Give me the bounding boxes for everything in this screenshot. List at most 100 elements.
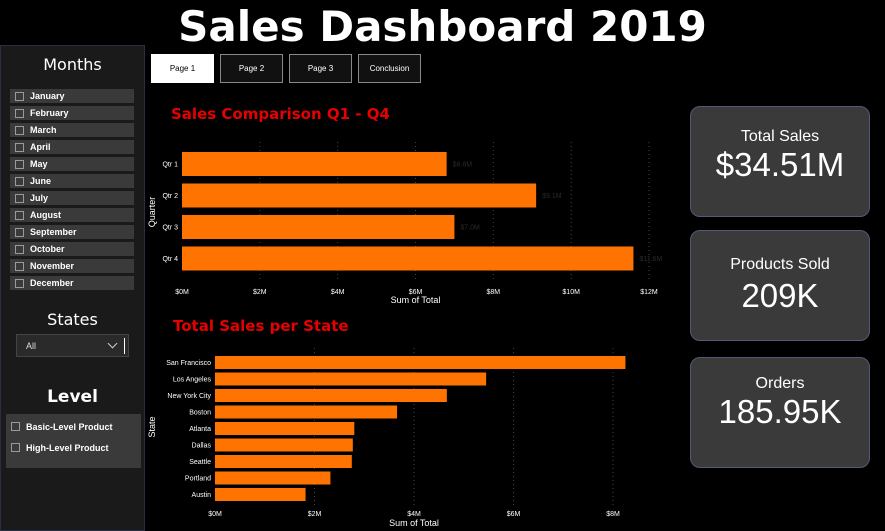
month-label: October [30, 244, 65, 254]
bar-san-francisco [215, 356, 626, 369]
month-label: April [30, 142, 51, 152]
x-tick-label: $0M [175, 289, 189, 296]
x-tick-label: $6M [409, 289, 423, 296]
month-option-february[interactable]: February [10, 106, 134, 120]
bar-qtr-3 [182, 215, 455, 239]
x-tick-label: $12M [640, 289, 658, 296]
y-tick-label: Dallas [192, 443, 212, 450]
x-tick-label: $6M [507, 511, 521, 518]
level-option-high[interactable]: High-Level Product [6, 439, 141, 456]
bar-los-angeles [215, 372, 487, 386]
kpi-products-sold-label: Products Sold [730, 256, 830, 273]
data-label: $6.8M [453, 162, 473, 169]
bar-new-york-city [215, 389, 447, 402]
x-tick-label: $8M [606, 511, 620, 518]
kpi-orders: Orders 185.95K [690, 357, 870, 468]
quarter-sales-chart: $0M $2M $4M $6M $8M $10M $12M Qtr 1 $6.8M Qtr 2 $9… [147, 142, 662, 305]
checkbox-icon[interactable] [15, 91, 24, 101]
quarter-chart-title: Sales Comparison Q1 - Q4 [171, 105, 390, 123]
tab-page-3[interactable]: Page 3 [289, 54, 352, 83]
text-cursor-icon [124, 337, 125, 354]
x-axis-title: Sum of Total [389, 518, 439, 528]
month-option-may[interactable]: May [10, 157, 134, 171]
month-label: March [30, 125, 57, 135]
level-label: Basic-Level Product [26, 421, 113, 432]
checkbox-icon[interactable] [11, 422, 20, 431]
month-option-june[interactable]: June [10, 174, 134, 188]
bar-qtr-4 [182, 246, 634, 271]
month-label: December [30, 278, 74, 288]
dashboard-title: Sales Dashboard 2019 [178, 2, 707, 51]
states-dropdown-value: All [26, 340, 37, 351]
checkbox-icon[interactable] [15, 278, 24, 288]
y-tick-label: Los Angeles [173, 377, 212, 384]
month-label: August [30, 210, 61, 220]
month-option-september[interactable]: September [10, 225, 134, 239]
checkbox-icon[interactable] [15, 142, 24, 152]
states-title: States [47, 310, 98, 329]
month-option-august[interactable]: August [10, 208, 134, 222]
checkbox-icon[interactable] [15, 159, 24, 169]
month-label: January [30, 91, 65, 101]
checkbox-icon[interactable] [15, 244, 24, 254]
x-tick-label: $8M [487, 289, 501, 296]
month-list: January February March April May June July Augu… [10, 89, 134, 293]
filter-sidebar: Months January February March April May June J… [0, 45, 145, 531]
state-sales-chart: $0M $2M $4M $6M $8M San Francisco Los Angeles N… [147, 348, 626, 528]
tab-conclusion[interactable]: Conclusion [358, 54, 421, 83]
kpi-total-sales: Total Sales $34.51M [690, 106, 870, 217]
month-option-november[interactable]: November [10, 259, 134, 273]
data-label: $11.6M [639, 256, 662, 263]
tab-page-2[interactable]: Page 2 [220, 54, 283, 83]
month-option-july[interactable]: July [10, 191, 134, 205]
y-axis-title: State [147, 416, 157, 437]
state-chart-title: Total Sales per State [173, 317, 349, 335]
month-option-march[interactable]: March [10, 123, 134, 137]
checkbox-icon[interactable] [15, 227, 24, 237]
bar-boston [215, 405, 398, 419]
chevron-down-icon [107, 338, 118, 349]
kpi-orders-label: Orders [755, 375, 805, 392]
states-dropdown[interactable]: All [16, 334, 129, 357]
tab-page-1[interactable]: Page 1 [151, 54, 214, 83]
x-tick-label: $0M [208, 511, 222, 518]
level-label: High-Level Product [26, 442, 109, 453]
month-label: May [30, 159, 48, 169]
month-option-april[interactable]: April [10, 140, 134, 154]
x-tick-label: $4M [331, 289, 345, 296]
y-tick-label: Atlanta [189, 426, 211, 433]
checkbox-icon[interactable] [15, 125, 24, 135]
y-tick-label: Qtr 1 [162, 162, 178, 169]
checkbox-icon[interactable] [15, 210, 24, 220]
x-tick-label: $2M [253, 289, 267, 296]
x-tick-label: $2M [308, 511, 322, 518]
level-option-basic[interactable]: Basic-Level Product [6, 418, 141, 435]
checkbox-icon[interactable] [11, 443, 20, 452]
y-tick-label: Portland [185, 476, 211, 483]
data-label: $9.1M [542, 193, 562, 200]
month-label: July [30, 193, 49, 203]
y-tick-label: Austin [192, 492, 212, 499]
y-axis-title: Quarter [147, 197, 157, 228]
bar-seattle [215, 455, 352, 468]
y-tick-label: New York City [167, 393, 211, 400]
month-option-december[interactable]: December [10, 276, 134, 290]
month-option-january[interactable]: January [10, 89, 134, 103]
x-tick-label: $10M [562, 289, 580, 296]
bar-qtr-1 [182, 152, 447, 176]
level-title: Level [47, 387, 98, 407]
checkbox-icon[interactable] [15, 193, 24, 203]
y-tick-label: Seattle [189, 459, 211, 466]
kpi-orders-value: 185.95K [718, 393, 842, 430]
checkbox-icon[interactable] [15, 176, 24, 186]
checkbox-icon[interactable] [15, 108, 24, 118]
kpi-total-sales-value: $34.51M [715, 146, 845, 183]
month-option-october[interactable]: October [10, 242, 134, 256]
level-filter: Basic-Level Product High-Level Product [6, 414, 141, 468]
checkbox-icon[interactable] [15, 261, 24, 271]
bar-dallas [215, 438, 353, 452]
x-axis-title: Sum of Total [391, 295, 441, 305]
kpi-products-sold: Products Sold 209K [690, 230, 870, 341]
month-label: September [30, 227, 77, 237]
month-label: November [30, 261, 75, 271]
